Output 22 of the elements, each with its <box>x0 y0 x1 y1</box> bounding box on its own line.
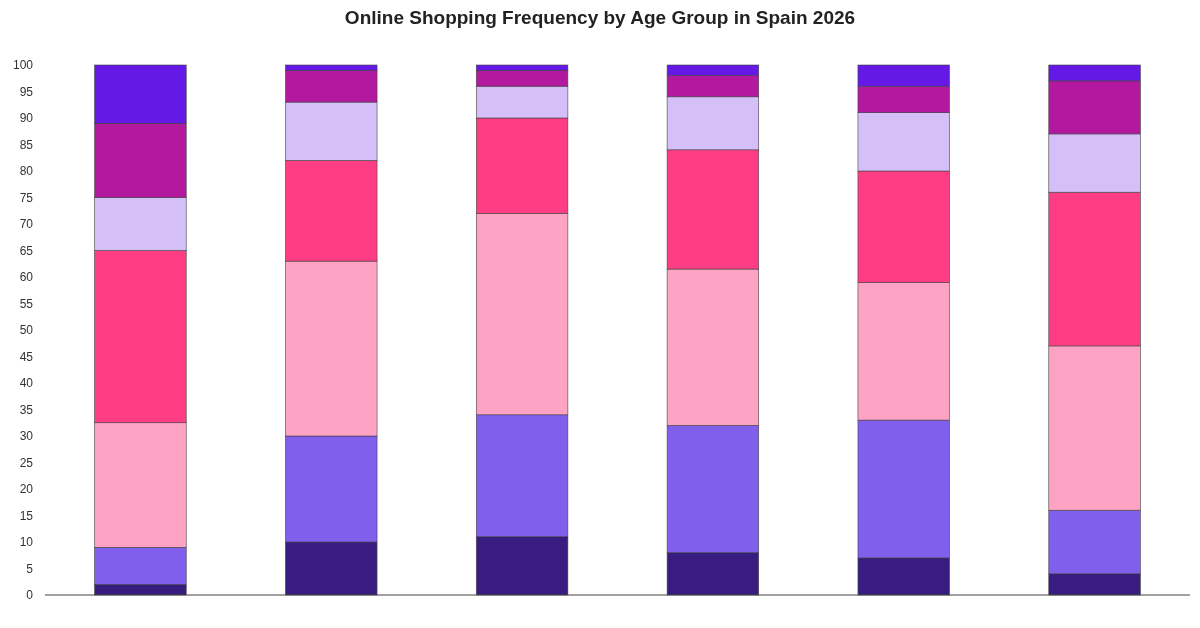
y-tick-label: 95 <box>19 84 34 99</box>
y-tick-label: 60 <box>19 270 34 285</box>
y-tick-label: 15 <box>19 508 34 523</box>
y-tick-label: 55 <box>19 296 34 311</box>
y-tick-label: 40 <box>19 376 34 391</box>
y-tick-label: 50 <box>19 323 34 338</box>
y-tick-label: 0 <box>26 588 34 603</box>
chart-title: Online Shopping Frequency by Age Group in Spain 2026 <box>344 7 856 28</box>
y-tick-label: 75 <box>19 190 34 205</box>
y-tick-label: 30 <box>19 429 34 444</box>
y-tick-label: 70 <box>19 217 34 232</box>
y-tick-label: 90 <box>19 111 34 126</box>
y-tick-label: 35 <box>19 402 34 417</box>
y-tick-label: 80 <box>19 164 34 179</box>
y-tick-label: 5 <box>26 561 34 576</box>
y-tick-label: 10 <box>19 535 34 550</box>
y-tick-label: 45 <box>19 349 34 364</box>
y-tick-label: 100 <box>12 58 34 73</box>
y-tick-label: 85 <box>19 137 34 152</box>
y-tick-label: 20 <box>19 482 34 497</box>
y-tick-label: 65 <box>19 243 34 258</box>
y-tick-label: 25 <box>19 455 34 470</box>
